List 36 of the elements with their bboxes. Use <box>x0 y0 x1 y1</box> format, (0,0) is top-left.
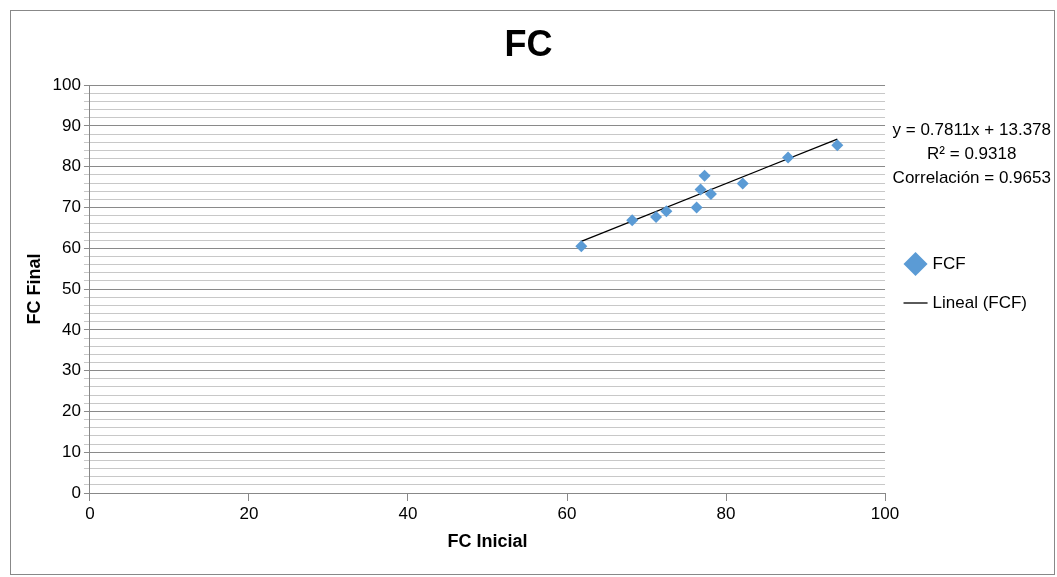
y-axis-title: FC Final <box>23 253 44 325</box>
point <box>736 177 749 190</box>
point <box>690 201 703 214</box>
x-axis-title: FC Inicial <box>447 531 528 552</box>
point <box>660 205 673 218</box>
y-tick-label: 0 <box>71 482 81 502</box>
x-tick-label: 0 <box>85 503 95 523</box>
text: y = 0.7811x + 13.378 <box>892 119 1051 141</box>
y-tick-label: 50 <box>62 278 81 298</box>
y-tick-label: 40 <box>62 319 81 339</box>
legend-label: FCF <box>932 253 966 273</box>
y-tick-label: 90 <box>62 115 81 135</box>
legend-label: Lineal (FCF) <box>932 292 1028 312</box>
y-tick-label: 80 <box>62 156 81 176</box>
point <box>694 183 707 196</box>
point <box>626 214 639 227</box>
point <box>782 151 795 164</box>
x-tick-label: 20 <box>239 503 259 523</box>
y-tick-label: 30 <box>62 360 81 380</box>
y-tick-label: 60 <box>62 238 81 258</box>
x-tick-label: 100 <box>870 503 900 523</box>
chart-title: FC <box>504 22 553 64</box>
point <box>698 169 711 182</box>
y-tick-label: 100 <box>52 74 81 94</box>
x-tick-label: 60 <box>557 503 577 523</box>
point <box>831 139 844 152</box>
x-tick-label: 80 <box>716 503 736 523</box>
point <box>575 240 588 253</box>
text: R² = 0.9318 <box>926 143 1018 165</box>
y-tick-label: 20 <box>62 401 81 421</box>
point <box>650 210 663 223</box>
y-tick-label: 10 <box>62 441 81 461</box>
text: Correlación = 0.9653 <box>892 167 1051 189</box>
y-tick-label: 70 <box>62 197 81 217</box>
x-tick-label: 40 <box>398 503 418 523</box>
point <box>704 188 717 201</box>
